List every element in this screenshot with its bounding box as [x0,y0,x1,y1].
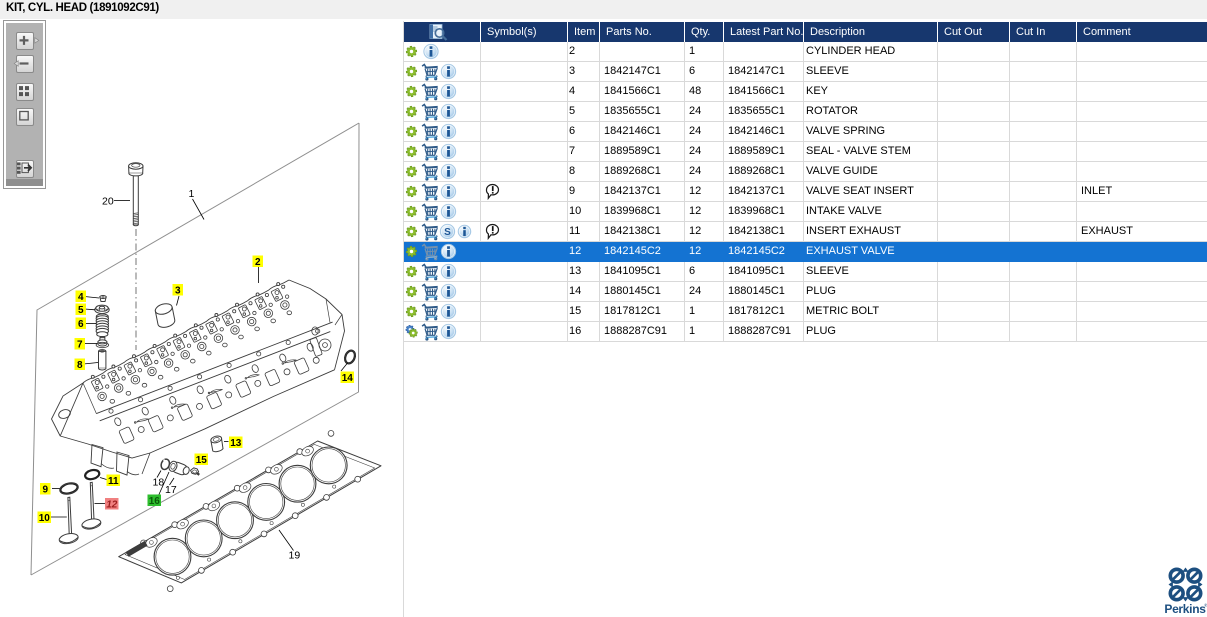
svg-text:7: 7 [77,340,83,351]
svg-text:12: 12 [106,500,118,511]
svg-text:6: 6 [78,319,84,330]
svg-text:19: 19 [289,550,301,562]
svg-text:18: 18 [153,477,165,489]
svg-text:15: 15 [196,455,208,466]
svg-text:16: 16 [149,496,161,507]
svg-text:1: 1 [189,188,195,200]
svg-text:2: 2 [255,257,261,268]
svg-text:®: ® [1204,602,1207,608]
svg-text:8: 8 [77,360,83,371]
svg-text:4: 4 [78,292,84,303]
svg-text:13: 13 [230,438,242,449]
svg-text:14: 14 [342,373,354,384]
svg-text:Perkins: Perkins [1164,602,1206,616]
svg-text:3: 3 [175,286,181,297]
svg-text:5: 5 [78,305,84,316]
svg-text:10: 10 [39,513,51,524]
svg-text:20: 20 [102,196,114,208]
svg-text:9: 9 [42,485,48,496]
svg-text:11: 11 [108,476,119,487]
svg-text:S: S [444,227,451,238]
svg-text:17: 17 [165,484,177,496]
